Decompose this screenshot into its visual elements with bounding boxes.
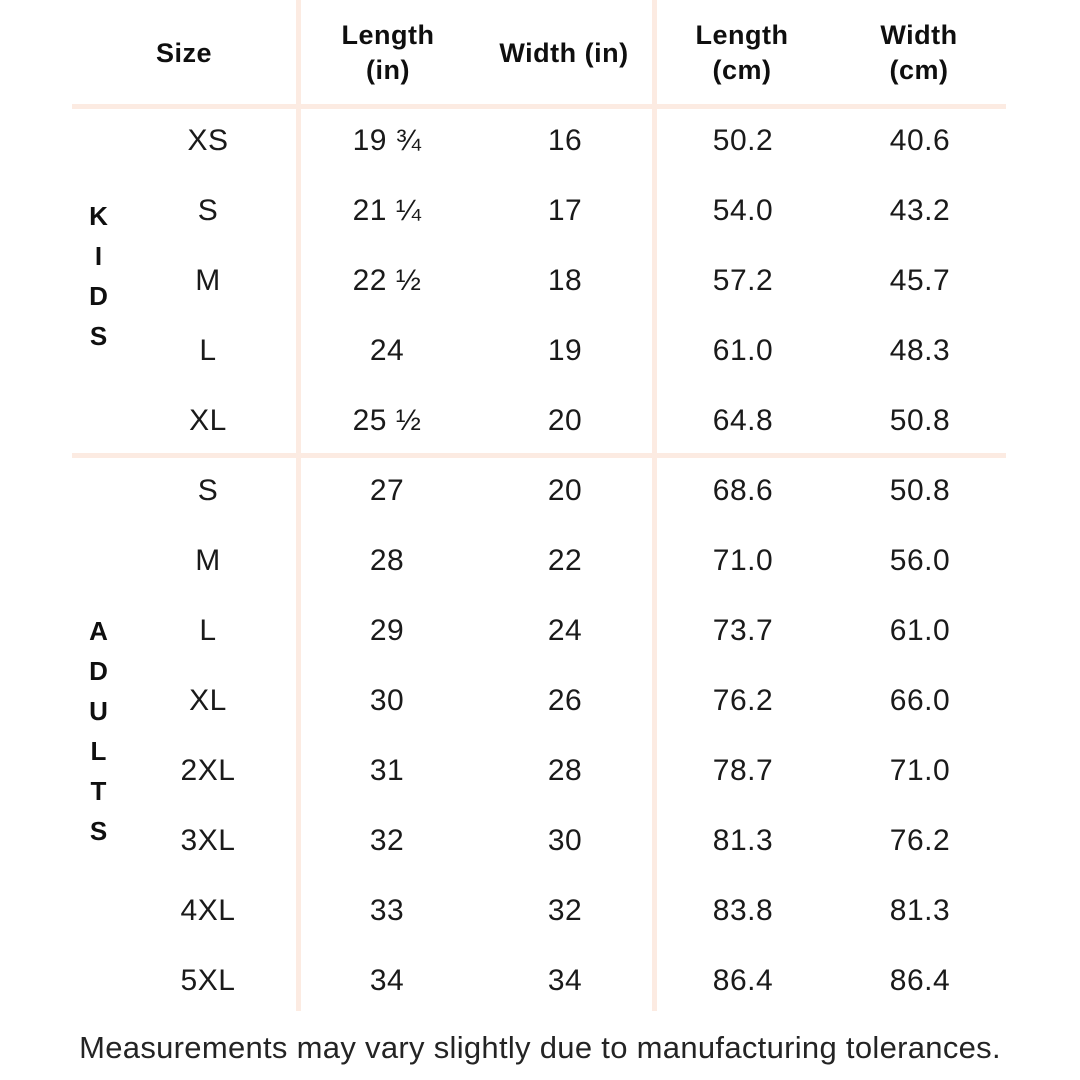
width-cm-cell: 71.0	[889, 754, 951, 787]
length-cm-cell: 71.0	[712, 544, 774, 577]
column-header-length-in: Length (in)	[341, 20, 435, 85]
length-cm-cell: 54.0	[712, 194, 774, 227]
width-cm-cell: 40.6	[889, 124, 951, 157]
table-row-adults-5xl: 5XL 34 34 86.4 86.4	[0, 946, 1080, 1016]
group-label-adults-text: ADULTS	[83, 616, 114, 856]
width-cm-cell: 50.8	[889, 404, 951, 437]
table-row-adults-l: L 29 24 73.7 61.0	[0, 596, 1080, 666]
length-in-cell: 32	[369, 824, 405, 857]
table-row-kids-s: S 21 ¼ 17 54.0 43.2	[0, 176, 1080, 246]
width-in-cell: 32	[547, 894, 583, 927]
size-cell: M	[195, 264, 221, 297]
length-in-cell: 27	[369, 474, 405, 507]
length-in-cell: 28	[369, 544, 405, 577]
width-in-cell: 34	[547, 964, 583, 997]
width-cm-cell: 61.0	[889, 614, 951, 647]
group-label-kids-text: KIDS	[83, 201, 114, 361]
length-cm-cell: 78.7	[712, 754, 774, 787]
vertical-divider-right	[652, 0, 657, 1011]
group-label-adults: ADULTS	[76, 456, 120, 1016]
table-row-kids-xl: XL 25 ½ 20 64.8 50.8	[0, 386, 1080, 456]
width-cm-cell: 76.2	[889, 824, 951, 857]
width-in-cell: 28	[547, 754, 583, 787]
length-in-cell: 21 ¼	[352, 194, 422, 227]
width-in-cell: 26	[547, 684, 583, 717]
length-cm-cell: 64.8	[712, 404, 774, 437]
width-cm-cell: 66.0	[889, 684, 951, 717]
width-in-cell: 20	[547, 404, 583, 437]
length-in-cell: 31	[369, 754, 405, 787]
size-cell: L	[199, 614, 217, 647]
width-cm-cell: 50.8	[889, 474, 951, 507]
size-cell: L	[199, 334, 217, 367]
table-row-kids-l: L 24 19 61.0 48.3	[0, 316, 1080, 386]
column-header-width-cm: Width (cm)	[880, 20, 958, 85]
width-cm-cell: 43.2	[889, 194, 951, 227]
group-label-kids: KIDS	[76, 106, 120, 456]
vertical-divider-left	[296, 0, 301, 1011]
kids-adults-divider	[72, 453, 1006, 458]
length-cm-cell: 76.2	[712, 684, 774, 717]
length-in-cell: 19 ¾	[352, 124, 422, 157]
length-in-cell: 30	[369, 684, 405, 717]
length-cm-cell: 81.3	[712, 824, 774, 857]
table-row-adults-s: S 27 20 68.6 50.8	[0, 456, 1080, 526]
length-cm-cell: 86.4	[712, 964, 774, 997]
size-cell: M	[195, 544, 221, 577]
width-in-cell: 30	[547, 824, 583, 857]
footnote: Measurements may vary slightly due to ma…	[79, 1030, 1001, 1065]
length-in-cell: 24	[369, 334, 405, 367]
length-cm-cell: 73.7	[712, 614, 774, 647]
header-divider	[72, 104, 1006, 109]
length-in-cell: 29	[369, 614, 405, 647]
column-header-length-cm: Length (cm)	[695, 20, 789, 85]
width-cm-cell: 86.4	[889, 964, 951, 997]
width-in-cell: 20	[547, 474, 583, 507]
table-row-adults-2xl: 2XL 31 28 78.7 71.0	[0, 736, 1080, 806]
size-cell: S	[197, 474, 219, 507]
length-cm-cell: 83.8	[712, 894, 774, 927]
size-cell: XL	[189, 684, 227, 717]
length-in-cell: 34	[369, 964, 405, 997]
width-in-cell: 17	[547, 194, 583, 227]
length-cm-cell: 68.6	[712, 474, 774, 507]
table-row-kids-m: M 22 ½ 18 57.2 45.7	[0, 246, 1080, 316]
table-row-adults-3xl: 3XL 32 30 81.3 76.2	[0, 806, 1080, 876]
length-cm-cell: 61.0	[712, 334, 774, 367]
width-in-cell: 18	[547, 264, 583, 297]
width-cm-cell: 45.7	[889, 264, 951, 297]
width-cm-cell: 56.0	[889, 544, 951, 577]
size-cell: 5XL	[180, 964, 236, 997]
size-cell: S	[197, 194, 219, 227]
width-cm-cell: 48.3	[889, 334, 951, 367]
length-in-cell: 33	[369, 894, 405, 927]
length-in-cell: 25 ½	[352, 404, 422, 437]
size-cell: XL	[189, 404, 227, 437]
length-cm-cell: 50.2	[712, 124, 774, 157]
column-header-width-in: Width (in)	[499, 37, 629, 68]
size-cell: 4XL	[180, 894, 236, 927]
length-cm-cell: 57.2	[712, 264, 774, 297]
table-row-adults-4xl: 4XL 33 32 83.8 81.3	[0, 876, 1080, 946]
width-in-cell: 16	[547, 124, 583, 157]
width-cm-cell: 81.3	[889, 894, 951, 927]
width-in-cell: 24	[547, 614, 583, 647]
size-cell: 3XL	[180, 824, 236, 857]
table-row-kids-xs: XS 19 ¾ 16 50.2 40.6	[0, 106, 1080, 176]
length-in-cell: 22 ½	[352, 264, 422, 297]
column-header-size: Size	[155, 37, 213, 68]
size-cell: 2XL	[180, 754, 236, 787]
width-in-cell: 19	[547, 334, 583, 367]
table-row-adults-m: M 28 22 71.0 56.0	[0, 526, 1080, 596]
width-in-cell: 22	[547, 544, 583, 577]
table-row-adults-xl: XL 30 26 76.2 66.0	[0, 666, 1080, 736]
size-cell: XS	[187, 124, 229, 157]
